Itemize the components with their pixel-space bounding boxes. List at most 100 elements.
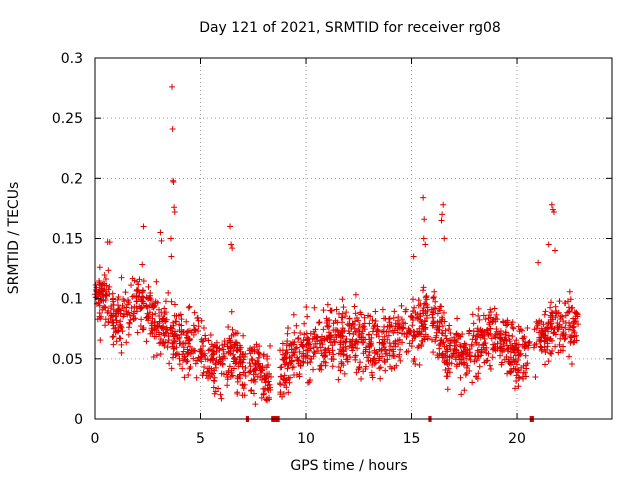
- data-point: [421, 216, 428, 223]
- data-point: [246, 347, 253, 354]
- data-point: [121, 298, 128, 305]
- data-point: [482, 316, 489, 323]
- data-point: [365, 352, 372, 359]
- data-point: [195, 317, 202, 324]
- data-point: [304, 379, 311, 386]
- data-point: [541, 332, 548, 339]
- data-point: [465, 330, 472, 337]
- data-point: [466, 346, 473, 353]
- data-point: [110, 319, 117, 326]
- data-point: [541, 338, 548, 345]
- data-point: [383, 350, 390, 357]
- data-point: [486, 319, 493, 326]
- data-point: [242, 372, 249, 379]
- data-point: [547, 320, 554, 327]
- data-point: [145, 283, 152, 290]
- data-point: [440, 201, 447, 208]
- data-point: [239, 381, 246, 388]
- data-point: [329, 355, 336, 362]
- data-point: [252, 401, 259, 408]
- data-point: [432, 305, 439, 312]
- data-point: [97, 337, 104, 344]
- data-point: [349, 320, 356, 327]
- data-point: [184, 329, 191, 336]
- data-point: [379, 306, 386, 313]
- data-point: [547, 350, 554, 357]
- data-point: [457, 374, 464, 381]
- data-point: [412, 360, 419, 367]
- data-point: [509, 324, 516, 331]
- data-point: [322, 346, 329, 353]
- data-point: [340, 348, 347, 355]
- data-point: [423, 292, 430, 299]
- data-point: [181, 374, 188, 381]
- data-point: [139, 289, 146, 296]
- data-point: [372, 359, 379, 366]
- data-point: [482, 346, 489, 353]
- data-point: [307, 359, 314, 366]
- data-point: [470, 320, 477, 327]
- data-point: [361, 326, 368, 333]
- data-point: [251, 367, 258, 374]
- data-point: [537, 343, 544, 350]
- data-point: [410, 296, 417, 303]
- data-point: [114, 296, 121, 303]
- data-point: [227, 344, 234, 351]
- data-point: [333, 306, 340, 313]
- data-point: [430, 294, 437, 301]
- data-point: [422, 326, 429, 333]
- data-point: [109, 334, 116, 341]
- data-point: [94, 316, 101, 323]
- data-point: [186, 303, 193, 310]
- data-point: [562, 312, 569, 319]
- data-point: [174, 336, 181, 343]
- data-point: [304, 341, 311, 348]
- data-point: [283, 376, 290, 383]
- data-point: [510, 366, 517, 373]
- data-point: [195, 323, 202, 330]
- data-point: [143, 303, 150, 310]
- data-point: [170, 319, 177, 326]
- data-point: [136, 276, 143, 283]
- data-point: [208, 353, 215, 360]
- data-point: [324, 301, 331, 308]
- data-point: [391, 308, 398, 315]
- data-point: [418, 338, 425, 345]
- data-point: [552, 247, 559, 254]
- data-point: [156, 318, 163, 325]
- data-point: [565, 304, 572, 311]
- data-point: [458, 349, 465, 356]
- data-point: [492, 331, 499, 338]
- data-point: [199, 372, 206, 379]
- data-point: [352, 291, 359, 298]
- data-point: [102, 316, 109, 323]
- data-point: [466, 327, 473, 334]
- data-point: [466, 352, 473, 359]
- data-point: [513, 337, 520, 344]
- data-point: [267, 373, 274, 380]
- data-point: [438, 318, 445, 325]
- data-point: [396, 323, 403, 330]
- data-point: [565, 298, 572, 305]
- data-point: [520, 335, 527, 342]
- data-point: [312, 340, 319, 347]
- data-point: [354, 345, 361, 352]
- data-point: [480, 341, 487, 348]
- data-point: [370, 325, 377, 332]
- data-point: [241, 369, 248, 376]
- data-point: [491, 305, 498, 312]
- data-point: [410, 253, 417, 260]
- data-point: [168, 365, 175, 372]
- data-point: [265, 362, 272, 369]
- data-point: [304, 336, 311, 343]
- data-point: [395, 314, 402, 321]
- data-point: [363, 344, 370, 351]
- data-point: [181, 353, 188, 360]
- data-point: [405, 348, 412, 355]
- data-point: [217, 360, 224, 367]
- data-point: [217, 391, 224, 398]
- data-point: [205, 337, 212, 344]
- data-point: [339, 319, 346, 326]
- data-point: [317, 362, 324, 369]
- data-point: [280, 390, 287, 397]
